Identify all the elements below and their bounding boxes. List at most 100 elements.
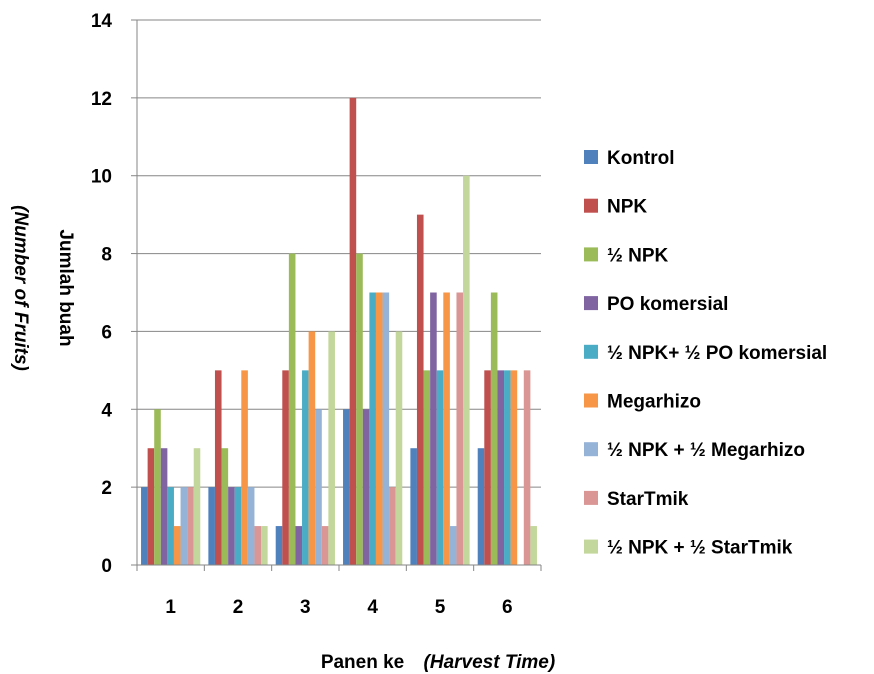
bar xyxy=(180,487,188,565)
y-tick-label: 0 xyxy=(101,556,112,577)
bar xyxy=(369,292,376,565)
bar-group-harvest-3 xyxy=(275,253,335,566)
bar-group-harvest-2 xyxy=(208,370,268,565)
legend-swatch xyxy=(584,539,598,554)
x-tick-label: 2 xyxy=(233,597,244,618)
x-axis-title-main: Panen ke xyxy=(321,652,404,673)
legend-label: Kontrol xyxy=(607,148,675,169)
bar xyxy=(214,370,222,565)
bar xyxy=(147,448,155,565)
legend-item: Megarhizo xyxy=(584,392,701,413)
y-tick-label: 10 xyxy=(91,167,112,188)
bar xyxy=(375,292,383,565)
legend-swatch xyxy=(584,296,598,311)
bar xyxy=(234,487,242,565)
bar xyxy=(288,253,296,566)
bar xyxy=(523,370,531,565)
legend-label: ½ NPK + ½ StarTmik xyxy=(607,538,793,559)
axes xyxy=(131,19,542,571)
bar-group-harvest-5 xyxy=(410,175,470,565)
bar xyxy=(141,487,148,565)
bar xyxy=(221,448,229,565)
bar xyxy=(154,409,161,565)
y-tick-labels: 0 2 4 6 8 10 12 14 xyxy=(91,11,113,577)
bar xyxy=(504,370,511,565)
legend-item: ½ NPK + ½ StarTmik xyxy=(584,538,793,559)
bar xyxy=(187,487,194,565)
bar xyxy=(430,292,437,565)
x-tick-label: 5 xyxy=(435,597,446,618)
bar xyxy=(382,292,390,565)
bar xyxy=(241,370,248,565)
bar xyxy=(208,487,215,565)
y-tick-label: 4 xyxy=(101,400,112,421)
legend-swatch xyxy=(584,393,598,408)
legend-swatch xyxy=(584,150,598,164)
y-tick-label: 6 xyxy=(101,322,112,343)
bar-group-harvest-6 xyxy=(477,292,537,565)
bar xyxy=(321,526,329,565)
bar xyxy=(510,370,518,565)
bar xyxy=(328,331,335,565)
bar xyxy=(343,409,350,565)
legend-item: NPK xyxy=(584,197,647,218)
bar-groups xyxy=(141,97,537,566)
legend-item: ½ NPK xyxy=(584,245,669,266)
legend-item: StarTmik xyxy=(584,489,689,510)
y-axis-title-main: Jumlah buah xyxy=(55,229,76,346)
bar xyxy=(261,526,268,565)
bar xyxy=(484,370,491,565)
y-tick-label: 14 xyxy=(91,11,113,32)
x-tick-label: 1 xyxy=(165,597,176,618)
x-tick-label: 3 xyxy=(300,597,311,618)
bar xyxy=(308,331,316,565)
bar xyxy=(490,292,498,565)
legend-label: StarTmik xyxy=(607,489,689,510)
bar xyxy=(193,448,201,565)
legend-swatch xyxy=(584,442,598,457)
bar-group-harvest-4 xyxy=(343,97,403,566)
legend-label: ½ NPK + ½ Megarhizo xyxy=(607,440,805,461)
legend-item: Kontrol xyxy=(584,148,675,169)
legend-label: NPK xyxy=(607,197,647,218)
bar xyxy=(449,526,457,565)
legend-item: PO komersial xyxy=(584,294,728,315)
x-tick-label: 6 xyxy=(502,597,513,618)
bar xyxy=(254,526,262,565)
bar xyxy=(247,487,255,565)
y-tick-label: 2 xyxy=(101,478,112,499)
legend-label: PO komersial xyxy=(607,294,728,315)
bar xyxy=(395,331,403,565)
bar xyxy=(477,448,485,565)
bar xyxy=(443,292,450,565)
legend-label: ½ NPK+ ½ PO komersial xyxy=(607,343,827,364)
y-axis-title-italic: (Number of Fruits) xyxy=(10,205,31,371)
legend-label: ½ NPK xyxy=(607,245,669,266)
bar xyxy=(463,175,470,565)
legend-swatch xyxy=(584,344,598,359)
bar xyxy=(416,214,424,565)
bar xyxy=(410,448,417,565)
bar xyxy=(497,370,505,565)
bar-group-harvest-1 xyxy=(141,409,201,565)
bar xyxy=(356,253,363,566)
bar xyxy=(167,487,174,565)
bar xyxy=(389,487,396,565)
x-axis-title: Panen ke (Harvest Time) xyxy=(321,652,555,673)
bar xyxy=(530,526,537,565)
legend-label: Megarhizo xyxy=(607,392,701,413)
bar xyxy=(302,370,309,565)
legend: Kontrol NPK ½ NPK PO komersial ½ NPK+ ½ PO k… xyxy=(584,148,827,559)
bar xyxy=(295,526,303,565)
x-tick-label: 4 xyxy=(367,597,378,618)
legend-swatch xyxy=(584,490,598,505)
legend-item: ½ NPK + ½ Megarhizo xyxy=(584,440,805,461)
x-tick-labels: 1 2 3 4 5 6 xyxy=(165,597,512,618)
legend-swatch xyxy=(584,247,598,262)
bar xyxy=(173,526,181,565)
y-tick-label: 12 xyxy=(91,89,112,110)
bar xyxy=(436,370,444,565)
y-tick-label: 8 xyxy=(101,245,112,266)
bar xyxy=(349,97,357,565)
